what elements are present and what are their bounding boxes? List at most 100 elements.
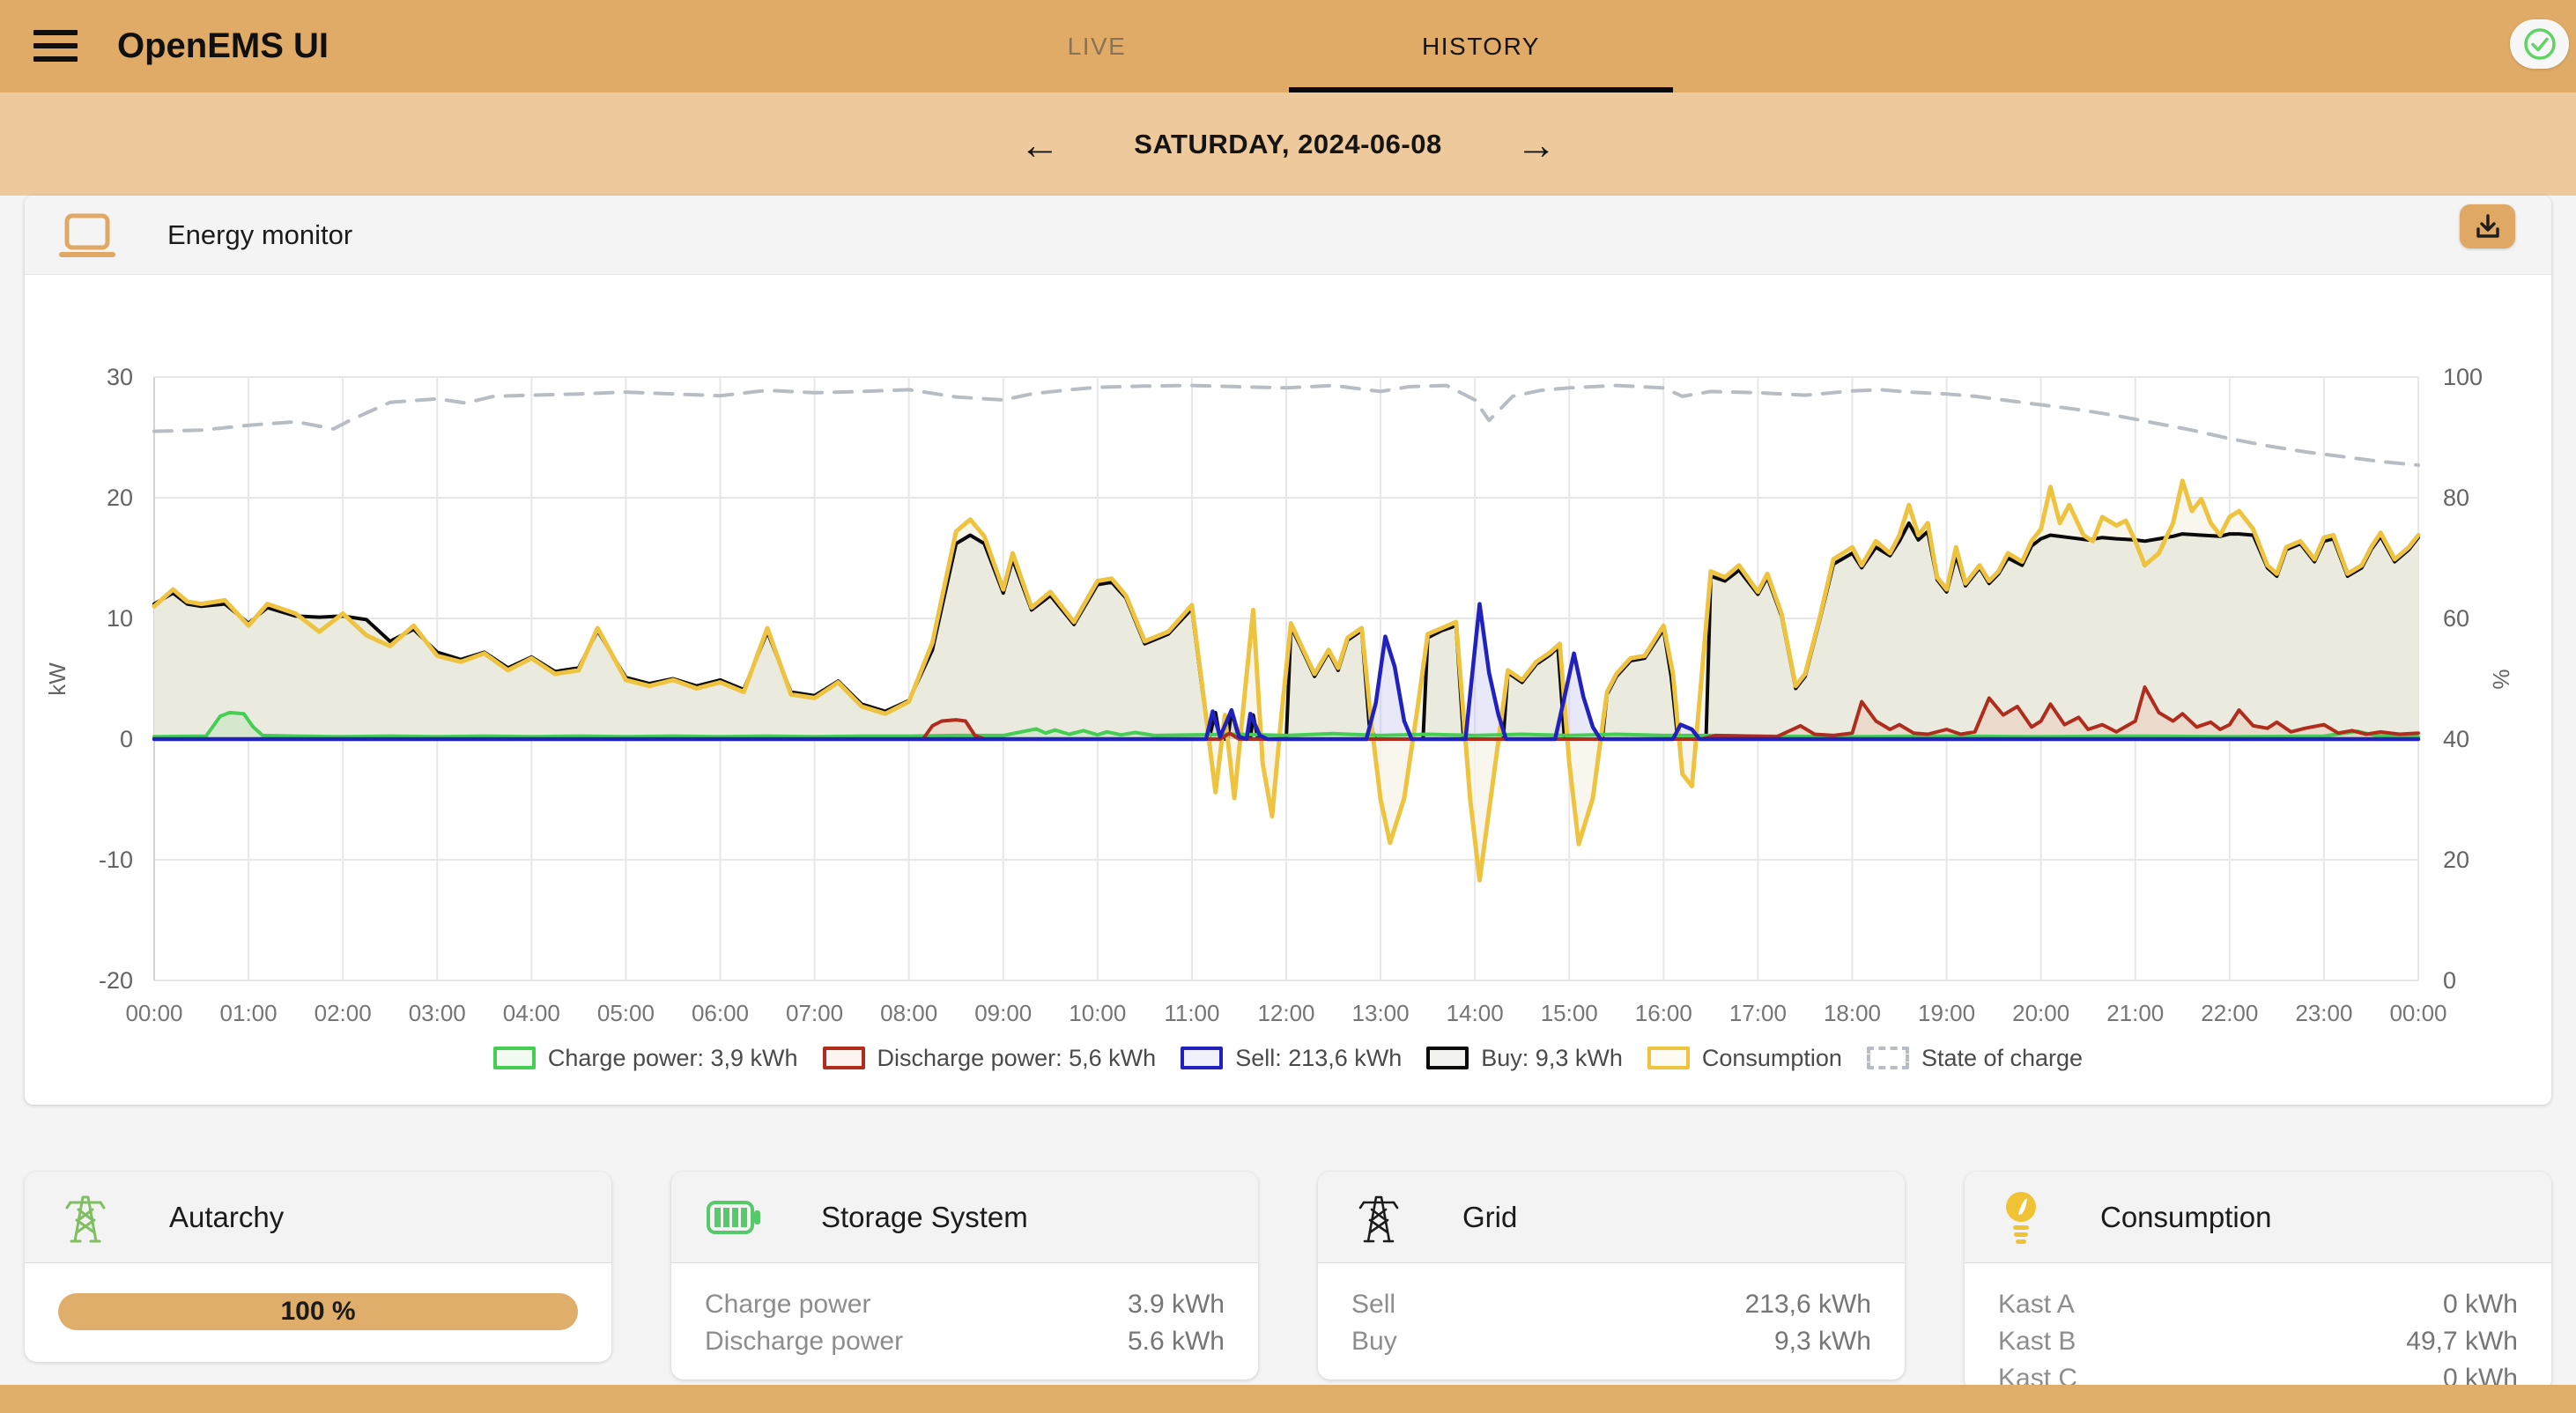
legend-buy-label: Buy: 9,3 kWh <box>1481 1045 1623 1072</box>
autarchy-title: Autarchy <box>169 1201 284 1234</box>
discharge-power-row: Discharge power 5.6 kWh <box>705 1323 1225 1360</box>
svg-text:12:00: 12:00 <box>1257 1000 1314 1026</box>
charge-power-label: Charge power <box>705 1290 870 1320</box>
previous-day-button[interactable]: ← <box>1014 124 1065 165</box>
discharge-power-swatch-icon <box>823 1047 865 1069</box>
svg-text:20:00: 20:00 <box>2012 1000 2069 1026</box>
svg-text:30: 30 <box>107 364 133 390</box>
svg-text:60: 60 <box>2443 605 2469 632</box>
discharge-power-value: 5.6 kWh <box>1128 1327 1225 1357</box>
storage-system-card[interactable]: Storage System Charge power 3.9 kWh Disc… <box>671 1172 1258 1380</box>
svg-text:00:00: 00:00 <box>125 1000 182 1026</box>
autarchy-card-header: Autarchy <box>25 1172 611 1263</box>
svg-text:40: 40 <box>2443 726 2469 752</box>
consumption-card[interactable]: Consumption Kast A 0 kWh Kast B 49,7 kWh… <box>1965 1172 2551 1392</box>
transmission-tower-icon <box>1353 1190 1404 1245</box>
legend-item-discharge-power[interactable]: Discharge power: 5,6 kWh <box>823 1045 1157 1072</box>
app-title: OpenEMS UI <box>117 0 329 92</box>
buy-label: Buy <box>1351 1327 1397 1357</box>
grid-title: Grid <box>1462 1201 1517 1234</box>
buy-swatch-icon <box>1426 1047 1469 1069</box>
date-navigation-bar: ← SATURDAY, 2024-06-08 → <box>0 92 2576 196</box>
svg-text:-10: -10 <box>99 847 133 873</box>
legend-sell-label: Sell: 213,6 kWh <box>1235 1045 1402 1072</box>
svg-text:16:00: 16:00 <box>1635 1000 1692 1026</box>
svg-text:19:00: 19:00 <box>1918 1000 1975 1026</box>
svg-text:22:00: 22:00 <box>2201 1000 2258 1026</box>
tab-live[interactable]: LIVE <box>905 0 1289 92</box>
app-header: OpenEMS UI LIVE HISTORY <box>0 0 2576 92</box>
discharge-power-label: Discharge power <box>705 1327 903 1357</box>
storage-system-card-header: Storage System <box>671 1172 1258 1263</box>
arrow-left-icon: ← <box>1019 122 1060 167</box>
current-date-label[interactable]: SATURDAY, 2024-06-08 <box>1134 129 1441 160</box>
charge-power-swatch-icon <box>493 1047 536 1069</box>
svg-text:06:00: 06:00 <box>692 1000 749 1026</box>
svg-text:09:00: 09:00 <box>974 1000 1032 1026</box>
svg-text:03:00: 03:00 <box>409 1000 466 1026</box>
svg-text:100: 100 <box>2443 364 2483 390</box>
consumption-swatch-icon <box>1647 1047 1690 1069</box>
svg-text:10:00: 10:00 <box>1069 1000 1126 1026</box>
check-circle-icon <box>2520 25 2559 63</box>
footer-bar <box>0 1385 2576 1413</box>
svg-text:20: 20 <box>2443 847 2469 873</box>
svg-text:13:00: 13:00 <box>1352 1000 1410 1026</box>
grid-card[interactable]: Grid Sell 213,6 kWh Buy 9,3 kWh <box>1318 1172 1905 1380</box>
grid-card-header: Grid <box>1318 1172 1905 1263</box>
svg-text:21:00: 21:00 <box>2106 1000 2164 1026</box>
svg-text:08:00: 08:00 <box>880 1000 937 1026</box>
svg-text:17:00: 17:00 <box>1729 1000 1787 1026</box>
svg-text:14:00: 14:00 <box>1447 1000 1504 1026</box>
sell-value: 213,6 kWh <box>1745 1290 1871 1320</box>
energy-monitor-card: Energy monitor 00:0001:0002:0003:0004:00… <box>25 196 2551 1105</box>
legend-item-sell[interactable]: Sell: 213,6 kWh <box>1181 1045 1402 1072</box>
tab-live-label: LIVE <box>1068 33 1127 61</box>
svg-text:18:00: 18:00 <box>1824 1000 1881 1026</box>
svg-text:0: 0 <box>2443 967 2456 994</box>
legend-charge-power-label: Charge power: 3,9 kWh <box>548 1045 798 1072</box>
tab-history[interactable]: HISTORY <box>1289 0 1673 92</box>
tab-bar: LIVE HISTORY <box>905 0 1673 92</box>
connection-status-button[interactable] <box>2510 19 2569 69</box>
state-of-charge-swatch-icon <box>1867 1047 1909 1069</box>
autarchy-progress-bar: 100 % <box>58 1293 578 1330</box>
svg-text:02:00: 02:00 <box>315 1000 372 1026</box>
sell-label: Sell <box>1351 1290 1395 1320</box>
svg-text:07:00: 07:00 <box>786 1000 843 1026</box>
next-day-button[interactable]: → <box>1511 124 1562 165</box>
sell-row: Sell 213,6 kWh <box>1351 1286 1871 1323</box>
legend-consumption-label: Consumption <box>1702 1045 1842 1072</box>
svg-text:11:00: 11:00 <box>1164 1000 1219 1026</box>
svg-text:20: 20 <box>107 485 133 511</box>
svg-text:kW: kW <box>44 662 70 696</box>
kast-b-row: Kast B 49,7 kWh <box>1998 1323 2518 1360</box>
legend-item-state-of-charge[interactable]: State of charge <box>1867 1045 2083 1072</box>
kast-b-value: 49,7 kWh <box>2406 1327 2518 1357</box>
charge-power-value: 3.9 kWh <box>1128 1290 1225 1320</box>
svg-text:15:00: 15:00 <box>1541 1000 1598 1026</box>
legend-item-buy[interactable]: Buy: 9,3 kWh <box>1426 1045 1623 1072</box>
consumption-title: Consumption <box>2100 1201 2271 1234</box>
transmission-tower-icon <box>60 1190 111 1245</box>
legend-item-charge-power[interactable]: Charge power: 3,9 kWh <box>493 1045 798 1072</box>
chart-legend: Charge power: 3,9 kWh Discharge power: 5… <box>25 1038 2551 1078</box>
energy-history-chart[interactable]: 00:0001:0002:0003:0004:0005:0006:0007:00… <box>25 196 2551 1105</box>
grid-body: Sell 213,6 kWh Buy 9,3 kWh <box>1318 1263 1905 1378</box>
svg-text:10: 10 <box>107 605 133 632</box>
svg-text:04:00: 04:00 <box>503 1000 560 1026</box>
autarchy-body: 100 % <box>25 1263 611 1348</box>
legend-discharge-power-label: Discharge power: 5,6 kWh <box>877 1045 1157 1072</box>
svg-text:80: 80 <box>2443 485 2469 511</box>
buy-value: 9,3 kWh <box>1774 1327 1871 1357</box>
svg-text:0: 0 <box>120 726 133 752</box>
kast-a-value: 0 kWh <box>2443 1290 2518 1320</box>
kast-a-label: Kast A <box>1998 1290 2075 1320</box>
charge-power-row: Charge power 3.9 kWh <box>705 1286 1225 1323</box>
legend-item-consumption[interactable]: Consumption <box>1647 1045 1842 1072</box>
autarchy-card[interactable]: Autarchy 100 % <box>25 1172 611 1362</box>
kast-b-label: Kast B <box>1998 1327 2076 1357</box>
menu-icon[interactable] <box>33 25 79 67</box>
svg-text:%: % <box>2488 669 2514 689</box>
autarchy-progress-track: 100 % <box>58 1293 578 1330</box>
